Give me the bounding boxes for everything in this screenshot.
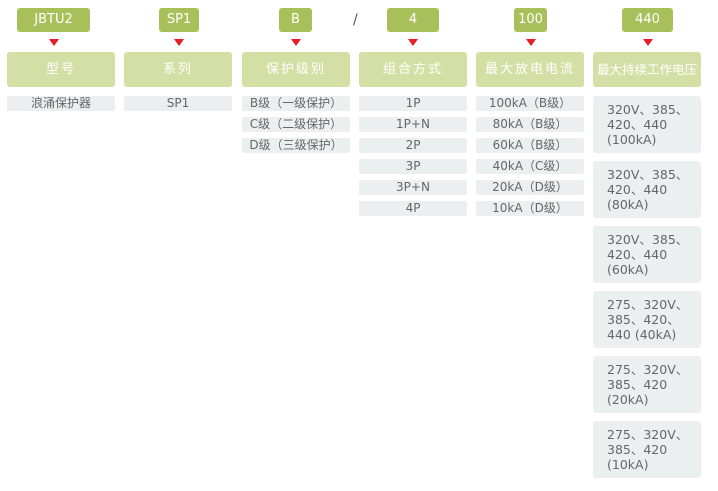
- option: 275、320V、 385、420、 440 (40kA): [593, 291, 701, 348]
- option: SP1: [124, 96, 232, 111]
- option: 1P+N: [359, 117, 467, 132]
- column-poles: 组合方式 1P 1P+N 2P 3P 3P+N 4P: [359, 52, 467, 222]
- column-header: 型号: [7, 52, 115, 87]
- column-model: 型号 浪涌保护器: [7, 52, 115, 117]
- option: 275、320V、 385、420 (10kA): [593, 421, 701, 478]
- arrow-down-icon: [643, 39, 653, 46]
- separator: /: [353, 12, 358, 28]
- code-badge-voltage: 440: [622, 8, 673, 32]
- option: 275、320V、 385、420 (20kA): [593, 356, 701, 413]
- arrow-down-icon: [408, 39, 418, 46]
- option: 2P: [359, 138, 467, 153]
- column-header: 最大持续工作电压: [593, 52, 701, 87]
- option: 20kA（D级）: [476, 180, 584, 195]
- option: 浪涌保护器: [7, 96, 115, 111]
- option: 60kA（B级）: [476, 138, 584, 153]
- option: C级（二级保护）: [242, 117, 350, 132]
- column-protection-level: 保护级别 B级（一级保护） C级（二级保护） D级（三级保护）: [242, 52, 350, 159]
- option: 1P: [359, 96, 467, 111]
- code-badge-poles: 4: [387, 8, 439, 32]
- option: 320V、385、 420、440 (60kA): [593, 226, 701, 283]
- column-header: 系列: [124, 52, 232, 87]
- column-series: 系列 SP1: [124, 52, 232, 117]
- option: 80kA（B级）: [476, 117, 584, 132]
- option: 320V、385、 420、440 (100kA): [593, 96, 701, 153]
- code-badge-series: SP1: [159, 8, 199, 32]
- code-badge-current: 100: [514, 8, 547, 32]
- option: 3P: [359, 159, 467, 174]
- column-header: 最大放电电流: [476, 52, 584, 87]
- column-max-continuous-voltage: 最大持续工作电压 320V、385、 420、440 (100kA) 320V、…: [593, 52, 701, 486]
- option: 100kA（B级）: [476, 96, 584, 111]
- column-max-discharge-current: 最大放电电流 100kA（B级） 80kA（B级） 60kA（B级） 40kA（…: [476, 52, 584, 222]
- code-badge-protection: B: [279, 8, 312, 32]
- option: 10kA（D级）: [476, 201, 584, 216]
- arrow-down-icon: [49, 39, 59, 46]
- option: 4P: [359, 201, 467, 216]
- option: 40kA（C级）: [476, 159, 584, 174]
- option: B级（一级保护）: [242, 96, 350, 111]
- code-badge-model: JBTU2: [17, 8, 90, 32]
- arrow-down-icon: [174, 39, 184, 46]
- option: 320V、385、 420、440 (80kA): [593, 161, 701, 218]
- option: 3P+N: [359, 180, 467, 195]
- option: D级（三级保护）: [242, 138, 350, 153]
- column-header: 保护级别: [242, 52, 350, 87]
- column-header: 组合方式: [359, 52, 467, 87]
- arrow-down-icon: [526, 39, 536, 46]
- arrow-down-icon: [291, 39, 301, 46]
